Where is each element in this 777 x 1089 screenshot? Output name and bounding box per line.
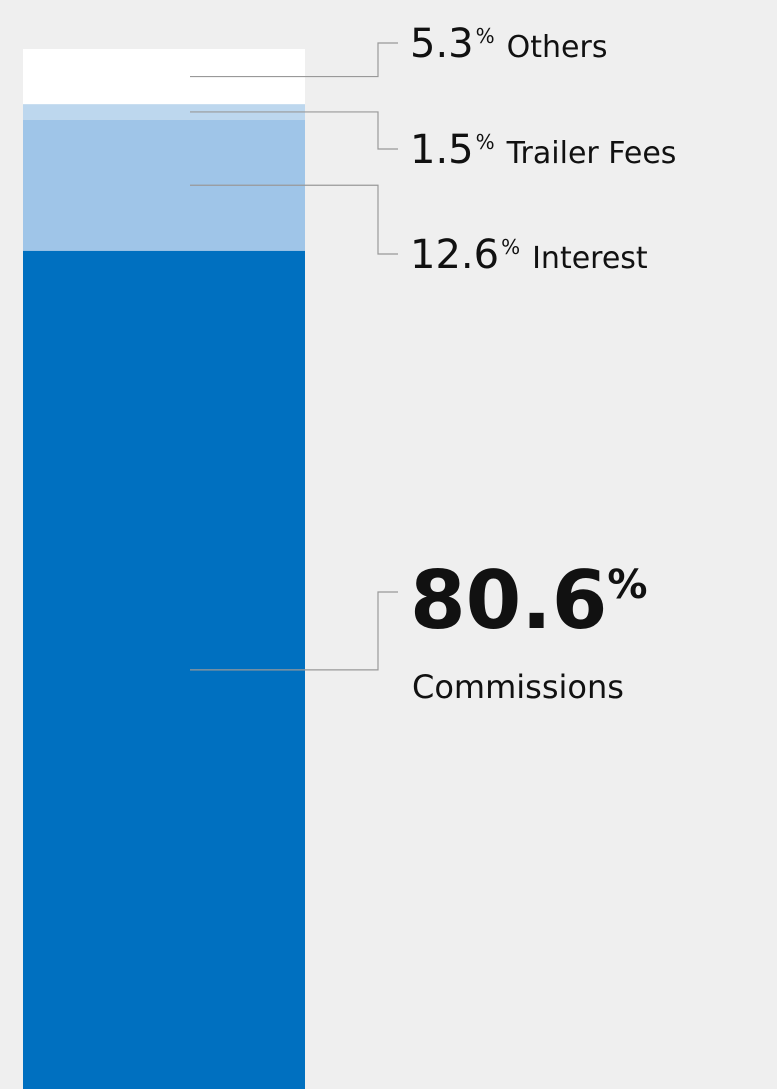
value-label: 1.5 [410,127,474,173]
segment-label: 12.6% Interest [410,232,648,278]
leader-line [190,184,398,255]
leader-line [190,591,398,671]
value-label: 5.3 [410,21,474,67]
series-name: Interest [532,241,648,276]
series-name: Trailer Fees [506,136,677,171]
segment-label: 5.3% Others [410,21,607,67]
value-label: 12.6 [410,232,499,278]
segment-label: 80.6% [410,554,647,647]
unit-label: % [607,562,647,608]
series-name: Commissions [412,668,624,706]
bar-segment [23,104,305,120]
series-name: Others [507,30,608,65]
unit-label: % [476,130,495,154]
leader-line [190,111,398,150]
unit-label: % [476,24,495,48]
leader-line [190,42,398,78]
segment-label: 1.5% Trailer Fees [410,127,676,173]
value-label: 80.6 [410,554,607,647]
unit-label: % [501,235,520,259]
